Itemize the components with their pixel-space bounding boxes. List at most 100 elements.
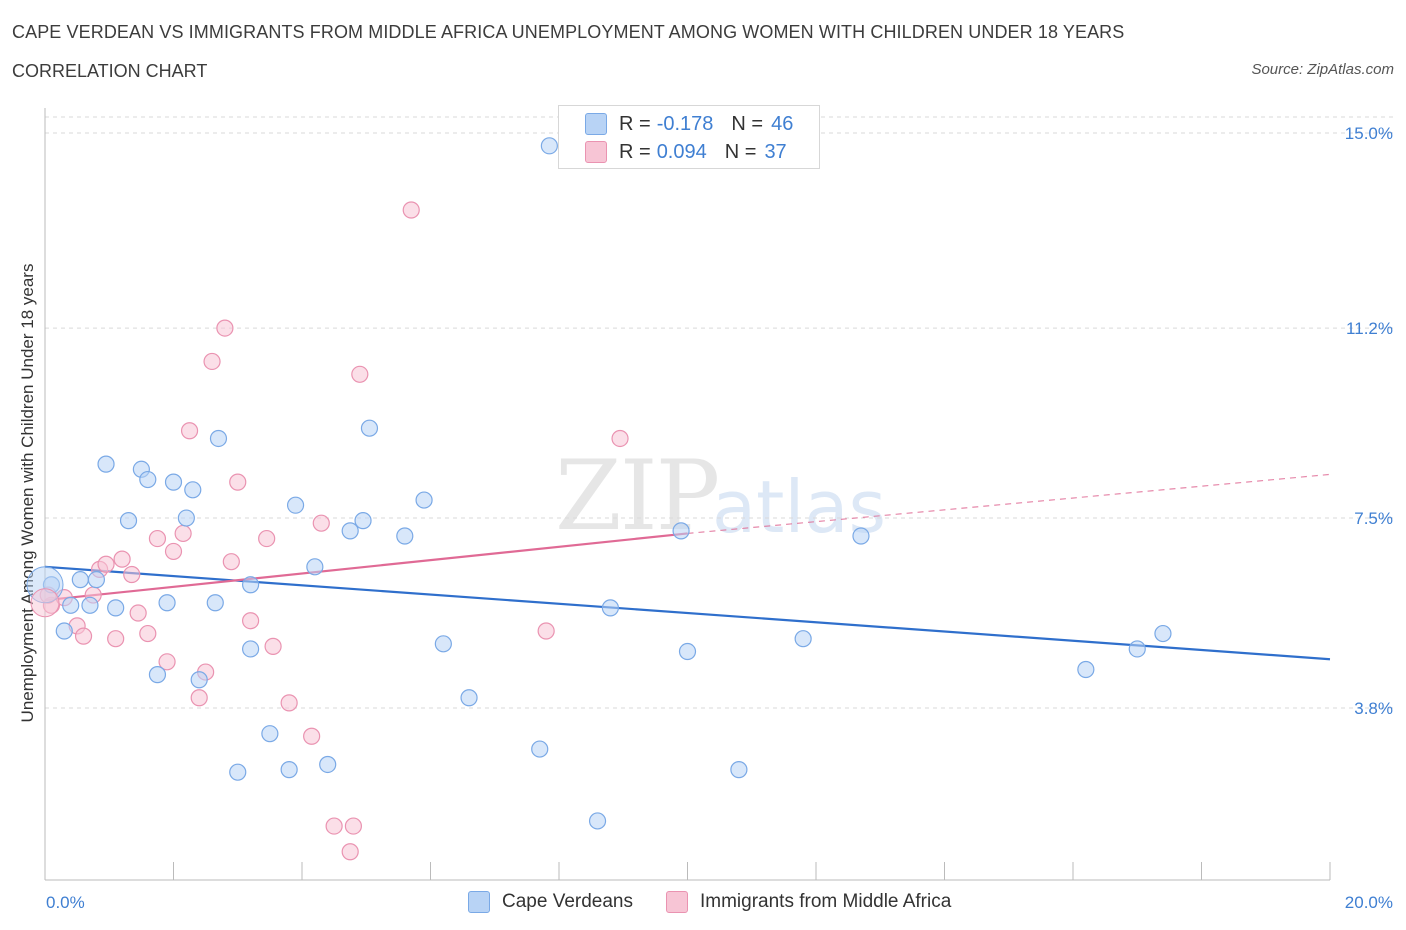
data-point-cape-verdeans [206, 594, 224, 612]
data-point-cape-verdeans [852, 527, 870, 545]
legend-row-middle-africa: R = 0.094 N = 37 [585, 139, 787, 165]
data-point-cape-verdeans [242, 640, 260, 658]
trend-line-cape-verdeans [44, 565, 1331, 661]
data-point-cape-verdeans [341, 522, 359, 540]
data-point-middle-africa [344, 817, 362, 835]
data-point-cape-verdeans [319, 755, 337, 774]
data-point-middle-africa [139, 624, 157, 643]
tick-labels: 3.8% 7.5% 11.2% 15.0% 0.0% 20.0% [46, 124, 1393, 912]
data-point-middle-africa [351, 365, 369, 383]
data-point-middle-africa [190, 689, 208, 707]
data-point-middle-africa [30, 588, 60, 618]
pink-swatch [585, 141, 607, 163]
legend-label: Immigrants from Middle Africa [700, 891, 952, 912]
data-points [26, 137, 1172, 861]
data-point-cape-verdeans [242, 576, 260, 594]
data-point-cape-verdeans [164, 473, 183, 491]
chart-title: CAPE VERDEAN VS IMMIGRANTS FROM MIDDLE A… [12, 22, 1125, 42]
y-tick-label: 3.8% [1354, 699, 1393, 718]
correlation-legend: R = -0.178 N = 46 R = 0.094 N = 37 [558, 105, 820, 169]
data-point-cape-verdeans [672, 522, 690, 540]
data-point-middle-africa [203, 352, 221, 371]
data-point-middle-africa [164, 542, 183, 561]
data-point-middle-africa [280, 694, 298, 712]
data-point-cape-verdeans [107, 599, 125, 617]
r-label: R = [619, 140, 651, 163]
x-tick-label: 0.0% [46, 893, 85, 912]
data-point-middle-africa [611, 429, 629, 448]
data-point-middle-africa [325, 817, 343, 835]
data-point-cape-verdeans [190, 671, 208, 689]
data-point-middle-africa [174, 524, 192, 543]
data-point-cape-verdeans [396, 527, 414, 545]
legend-item-cape-verdeans[interactable]: Cape Verdeans [468, 888, 633, 916]
data-point-cape-verdeans [531, 740, 549, 758]
data-point-middle-africa [129, 604, 147, 622]
r-label: R = [619, 112, 651, 135]
data-point-middle-africa [402, 201, 420, 219]
data-point-cape-verdeans [360, 419, 379, 437]
data-point-middle-africa [158, 653, 176, 671]
n-value: 46 [771, 112, 794, 135]
data-point-cape-verdeans [794, 630, 812, 648]
data-point-cape-verdeans [280, 761, 298, 779]
data-point-middle-africa [216, 319, 234, 337]
data-point-cape-verdeans [184, 481, 202, 499]
data-point-middle-africa [180, 422, 199, 440]
data-point-middle-africa [222, 553, 240, 571]
source-label: Source: ZipAtlas.com [1251, 61, 1394, 78]
data-point-cape-verdeans [678, 642, 697, 661]
legend-item-middle-africa[interactable]: Immigrants from Middle Africa [666, 888, 951, 916]
data-point-middle-africa [242, 612, 260, 630]
r-value: 0.094 [656, 140, 707, 163]
data-point-cape-verdeans [460, 689, 478, 707]
data-point-middle-africa [341, 843, 359, 861]
trend-lines [44, 473, 1331, 661]
data-point-cape-verdeans [540, 137, 558, 155]
data-point-cape-verdeans [177, 509, 195, 527]
data-point-cape-verdeans [55, 622, 73, 640]
x-tick-label: 20.0% [1345, 893, 1393, 912]
data-point-middle-africa [113, 550, 131, 568]
data-point-cape-verdeans [306, 558, 324, 576]
axes [44, 108, 1331, 881]
data-point-middle-africa [74, 627, 93, 645]
n-value: 37 [764, 140, 787, 163]
n-label: N = [731, 112, 764, 135]
data-point-middle-africa [123, 565, 141, 584]
data-point-cape-verdeans [261, 725, 279, 743]
data-point-cape-verdeans [229, 763, 247, 781]
data-point-cape-verdeans [81, 596, 99, 614]
data-point-cape-verdeans [415, 491, 433, 509]
legend-row-cape-verdeans: R = -0.178 N = 46 [585, 111, 793, 137]
data-point-middle-africa [97, 555, 115, 573]
data-point-cape-verdeans [158, 594, 176, 612]
data-point-cape-verdeans [148, 666, 167, 684]
y-tick-label: 15.0% [1345, 124, 1393, 143]
data-point-cape-verdeans [87, 571, 106, 589]
data-point-cape-verdeans [286, 496, 305, 514]
data-point-middle-africa [537, 622, 555, 640]
y-tick-label: 11.2% [1346, 319, 1393, 338]
r-value: -0.178 [656, 112, 714, 135]
data-point-middle-africa [264, 637, 282, 655]
data-point-cape-verdeans [1154, 624, 1172, 643]
data-point-middle-africa [303, 727, 321, 745]
data-point-cape-verdeans [730, 761, 748, 779]
data-point-cape-verdeans [97, 455, 115, 473]
trend-line-middle-africa-extrapolated [687, 473, 1331, 535]
data-point-cape-verdeans [209, 429, 228, 448]
data-point-cape-verdeans [1128, 640, 1146, 658]
data-point-middle-africa [107, 630, 125, 648]
blue-swatch [468, 891, 490, 913]
data-point-cape-verdeans [62, 596, 80, 614]
legend-label: Cape Verdeans [502, 891, 633, 912]
pink-swatch [666, 891, 688, 913]
data-point-cape-verdeans [1077, 660, 1095, 679]
data-point-middle-africa [229, 473, 247, 491]
data-point-cape-verdeans [588, 812, 607, 830]
data-point-middle-africa [312, 514, 330, 532]
data-point-cape-verdeans [71, 571, 89, 589]
chart-subtitle: CORRELATION CHART [12, 61, 208, 81]
data-point-cape-verdeans [601, 599, 620, 617]
